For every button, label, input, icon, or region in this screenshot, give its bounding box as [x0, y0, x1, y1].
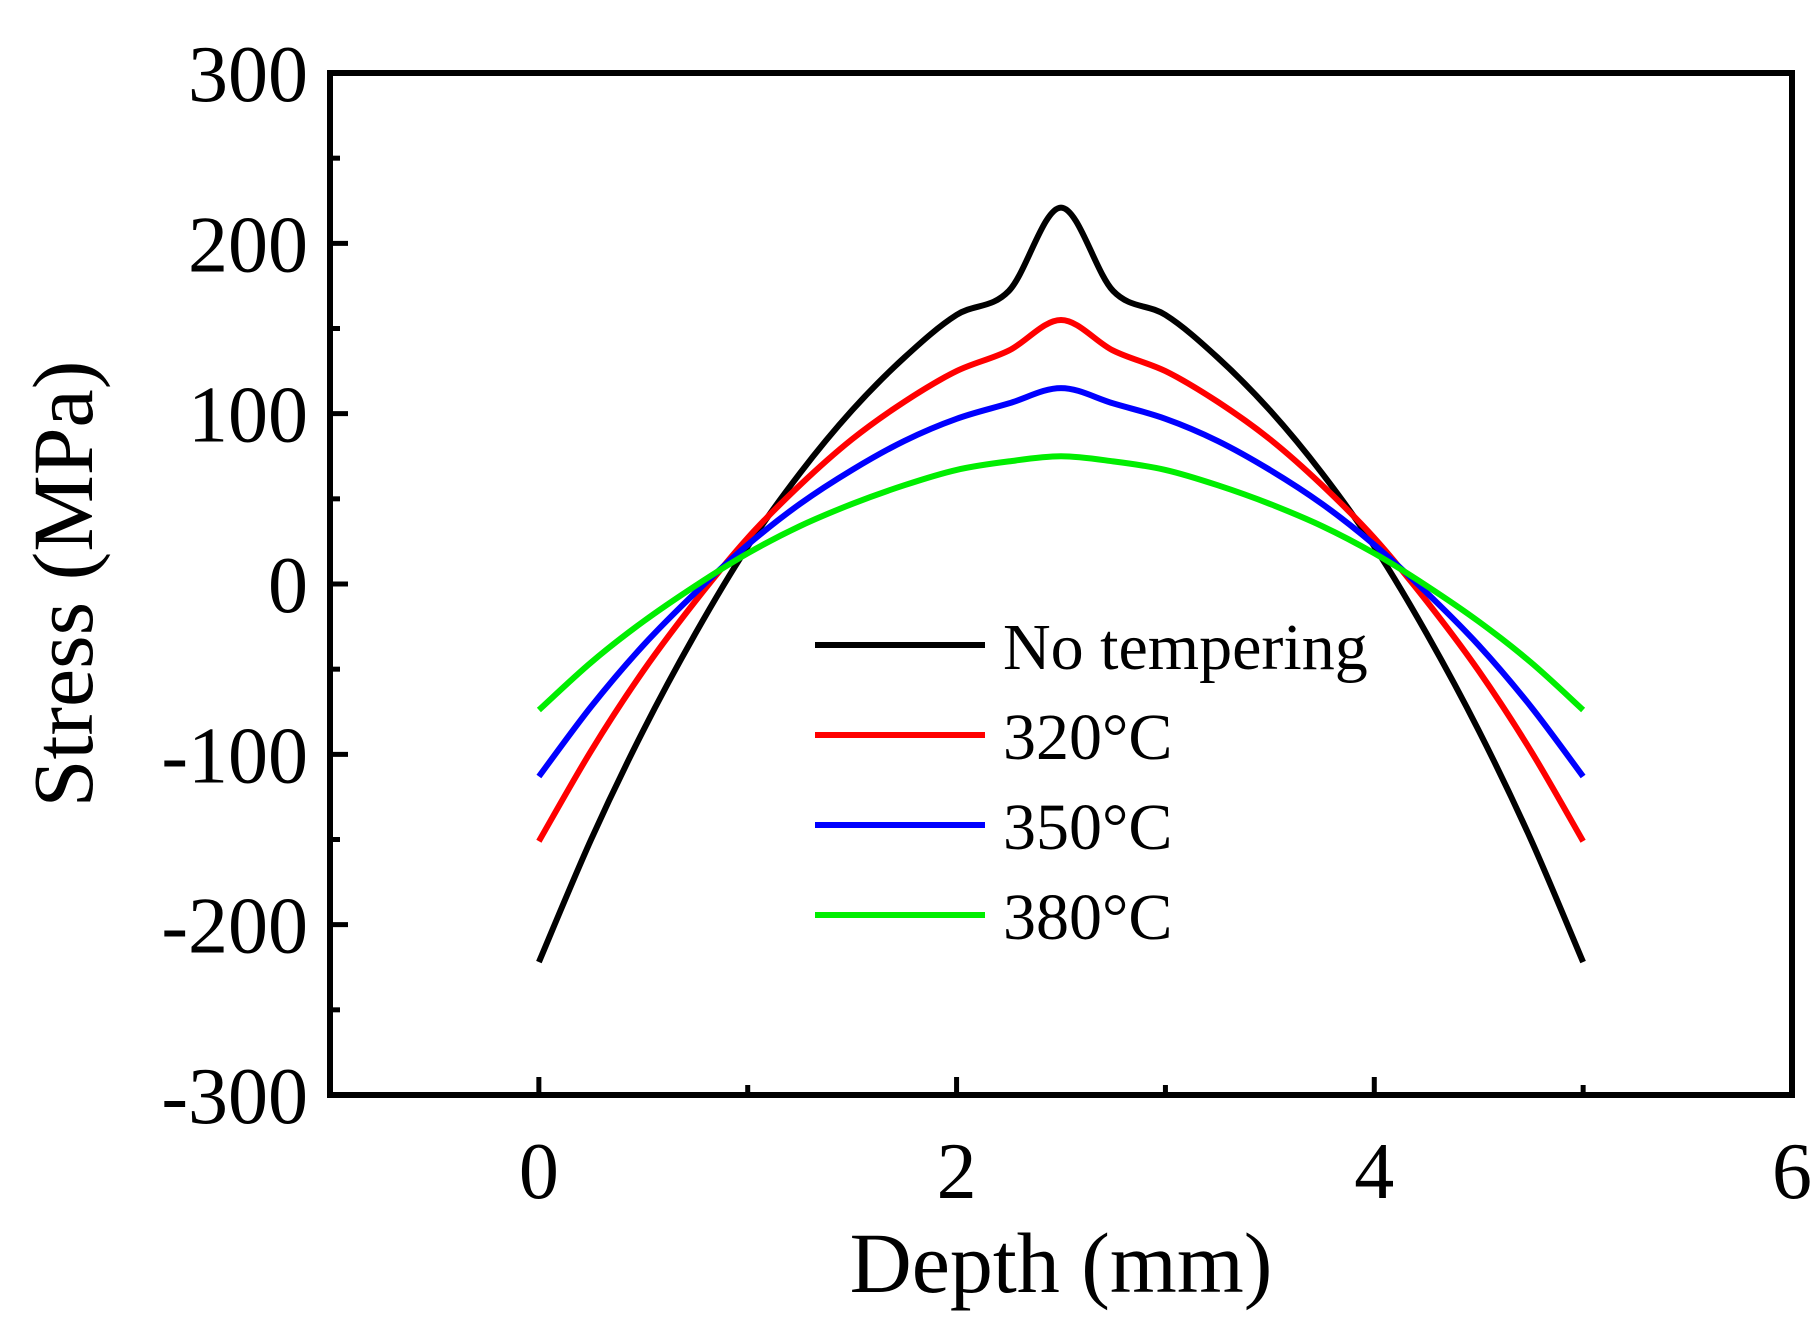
y-tick-label: 300 [188, 31, 308, 119]
y-tick-label: -300 [161, 1053, 308, 1141]
legend-label: No tempering [1003, 611, 1368, 684]
series-line-0 [536, 204, 1586, 964]
plot-frame [327, 70, 1795, 1098]
x-tick-label: 0 [519, 1128, 559, 1216]
y-tick-label: 0 [268, 542, 308, 630]
x-tick-label: 4 [1354, 1128, 1394, 1216]
y-tick-label: -200 [161, 883, 308, 971]
y-axis-title: Stress (MPa) [15, 361, 111, 808]
series-line-2 [536, 385, 1586, 779]
legend: No tempering 320°C 350°C 380°C [815, 611, 1368, 954]
legend-label: 320°C [1003, 701, 1172, 774]
series-line-3 [536, 453, 1586, 713]
x-tick-label: 2 [937, 1128, 977, 1216]
y-tick-label: 100 [188, 372, 308, 460]
legend-label: 380°C [1003, 881, 1172, 954]
y-tick-label: -100 [161, 712, 308, 800]
y-tick-label: 200 [188, 201, 308, 289]
x-tick-label: 6 [1772, 1128, 1812, 1216]
series-line-1 [536, 317, 1586, 843]
ticks-layer: -300 -200 -100 0 100 200 300 0 2 4 6 [161, 31, 1812, 1216]
legend-label: 350°C [1003, 791, 1172, 864]
series-layer [536, 204, 1586, 964]
x-axis-title: Depth (mm) [850, 1215, 1273, 1311]
